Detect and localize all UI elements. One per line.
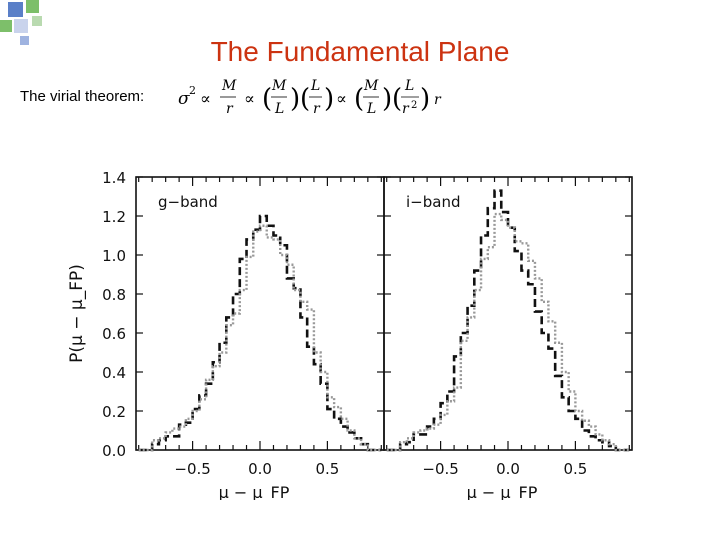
fundamental-plane-histograms: P(μ − μ_FP) 0.0 0.2 0.4 0.6 0.8 1.0 1.2 1.4 −0.5 0… bbox=[67, 170, 633, 500]
formula-exponent: 2 bbox=[189, 84, 196, 97]
y-axis-label: P(μ − μ_FP) bbox=[67, 264, 87, 363]
formula-radius: r bbox=[434, 92, 442, 108]
formula-proportional: ∝ bbox=[200, 89, 211, 108]
slide-decoration-square bbox=[26, 0, 39, 13]
formula-paren: ) bbox=[290, 84, 300, 114]
slide-decoration-square bbox=[32, 16, 42, 26]
y-tick-label: 0.0 bbox=[102, 442, 126, 460]
y-tick-label: 0.4 bbox=[102, 364, 126, 382]
formula-sigma: σ bbox=[178, 89, 190, 109]
x-axis-label: μ − μ_FP bbox=[467, 483, 538, 500]
y-tick-label: 1.0 bbox=[102, 247, 126, 265]
x-tick-label: −0.5 bbox=[422, 460, 458, 478]
x-axis-label: μ − μ_FP bbox=[219, 483, 290, 500]
formula-paren: ) bbox=[324, 84, 334, 114]
histogram-dashed-series bbox=[138, 214, 382, 452]
histogram-dotted-series bbox=[386, 212, 630, 452]
x-tick-label: 0.5 bbox=[563, 460, 587, 478]
formula-paren: ( bbox=[262, 84, 272, 114]
formula-mass: M bbox=[363, 78, 379, 94]
formula-proportional: ∝ bbox=[336, 89, 347, 108]
formula-mass: M bbox=[271, 78, 287, 94]
virial-theorem-label: The virial theorem: bbox=[20, 88, 145, 105]
formula-luminosity: L bbox=[274, 101, 284, 117]
panel-label: g−band bbox=[158, 193, 218, 211]
x-tick-label: −0.5 bbox=[174, 460, 210, 478]
formula-exponent: 2 bbox=[411, 100, 417, 111]
formula-luminosity: L bbox=[404, 78, 414, 94]
formula-proportional: ∝ bbox=[244, 89, 255, 108]
y-tick-label: 0.8 bbox=[102, 286, 126, 304]
formula-paren: ) bbox=[382, 84, 392, 114]
panel-label: i−band bbox=[406, 193, 460, 211]
histogram-dashed-series bbox=[386, 189, 630, 452]
x-tick-label: 0.5 bbox=[315, 460, 339, 478]
histogram-dotted-series bbox=[138, 224, 382, 452]
formula-luminosity: L bbox=[310, 78, 320, 94]
formula-paren: ( bbox=[354, 84, 364, 114]
slide-title: The Fundamental Plane bbox=[210, 36, 510, 67]
formula-radius: r bbox=[402, 101, 410, 117]
y-tick-label: 1.2 bbox=[102, 208, 126, 226]
formula-paren: ( bbox=[300, 84, 310, 114]
y-tick-label: 1.4 bbox=[102, 170, 126, 187]
x-tick-label: 0.0 bbox=[248, 460, 272, 478]
formula-paren: ( bbox=[392, 84, 402, 114]
panel-frame bbox=[383, 176, 633, 451]
y-tick-label: 0.6 bbox=[102, 325, 126, 343]
formula-mass: M bbox=[221, 78, 237, 94]
formula-paren: ) bbox=[420, 84, 430, 114]
slide-decoration-square bbox=[0, 20, 12, 32]
formula-radius: r bbox=[313, 101, 321, 117]
slide-decoration-square bbox=[20, 36, 29, 45]
slide-decoration-square bbox=[14, 19, 28, 33]
formula-luminosity: L bbox=[366, 101, 376, 117]
formula-radius: r bbox=[226, 101, 234, 117]
virial-formula: σ 2 ∝ M r ∝ ( M L ) ( L r ) ∝ ( M L ) ( … bbox=[178, 78, 442, 117]
y-tick-label: 0.2 bbox=[102, 403, 126, 421]
x-tick-label: 0.0 bbox=[496, 460, 520, 478]
slide-decoration-square bbox=[8, 2, 23, 17]
